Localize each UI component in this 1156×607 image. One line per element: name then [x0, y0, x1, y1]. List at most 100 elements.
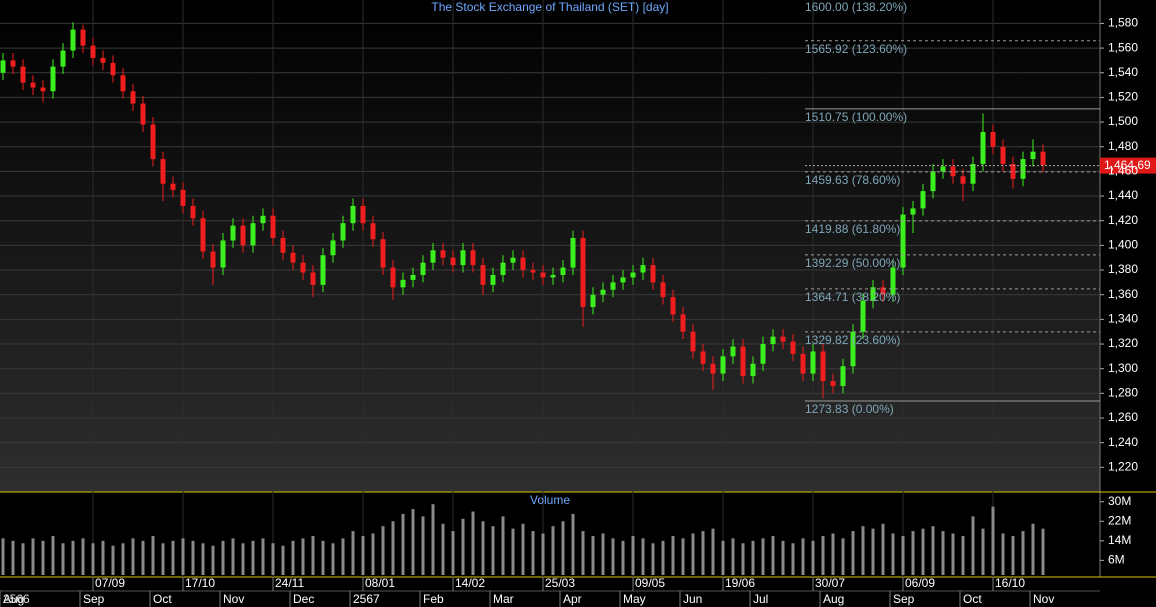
candle-body	[640, 265, 646, 273]
x-tick-label: 30/07	[815, 576, 845, 590]
candle-body	[120, 75, 126, 92]
volume-bar	[501, 516, 505, 575]
candle-body	[180, 189, 186, 206]
volume-bar	[121, 543, 125, 575]
volume-bar	[321, 540, 325, 575]
volume-bar	[691, 533, 695, 575]
volume-bar	[1031, 523, 1035, 575]
volume-bar	[511, 528, 515, 575]
candle-body	[550, 274, 556, 278]
candle-body	[510, 257, 516, 263]
y-tick-label: 1,580	[1108, 16, 1138, 30]
volume-bar	[171, 540, 175, 575]
volume-bar	[611, 538, 615, 575]
candle-body	[840, 366, 846, 386]
candle-body	[970, 164, 976, 184]
x-tick-label: 14/02	[455, 576, 485, 590]
candle-body	[1040, 151, 1046, 166]
volume-bar	[621, 540, 625, 575]
volume-bar	[971, 516, 975, 575]
candle-body	[600, 289, 606, 295]
candle-body	[950, 166, 956, 177]
volume-bar	[181, 538, 185, 575]
volume-bar	[851, 531, 855, 575]
candle-body	[100, 57, 106, 63]
volume-bar	[361, 535, 365, 575]
volume-bar	[901, 535, 905, 575]
volume-bar	[541, 533, 545, 575]
volume-bar	[421, 516, 425, 575]
candle-body	[910, 208, 916, 215]
volume-bar	[461, 518, 465, 575]
volume-bar	[821, 535, 825, 575]
y-tick-label: 1,280	[1108, 386, 1138, 400]
volume-bar	[401, 513, 405, 575]
x-tick-label: 19/06	[725, 576, 755, 590]
volume-bar	[1041, 528, 1045, 575]
y-tick-label: 1,260	[1108, 410, 1138, 424]
volume-bar	[11, 540, 15, 575]
candle-body	[580, 237, 586, 308]
candle-body	[80, 29, 86, 46]
candle-body	[790, 341, 796, 354]
volume-bar	[881, 523, 885, 575]
candle-body	[480, 265, 486, 285]
candle-body	[10, 60, 16, 67]
month-label: Sep	[83, 592, 105, 606]
volume-bar	[861, 526, 865, 575]
candle-body	[570, 237, 576, 268]
volume-tick-label: 14M	[1108, 533, 1131, 547]
volume-bar	[771, 535, 775, 575]
candle-body	[720, 356, 726, 374]
volume-bar	[581, 531, 585, 575]
volume-bar	[941, 531, 945, 575]
volume-bar	[101, 540, 105, 575]
volume-tick-label: 6M	[1108, 553, 1125, 567]
month-label: Aug	[3, 592, 24, 606]
volume-bar	[731, 538, 735, 575]
month-label: Apr	[563, 592, 582, 606]
volume-bar	[111, 545, 115, 575]
volume-bar	[231, 538, 235, 575]
candle-body	[560, 267, 566, 275]
volume-bar	[201, 543, 205, 575]
candle-body	[960, 176, 966, 184]
y-tick-label: 1,520	[1108, 90, 1138, 104]
candle-body	[920, 191, 926, 209]
month-label: Jul	[753, 592, 768, 606]
candle-body	[390, 267, 396, 288]
x-tick-label: 09/05	[635, 576, 665, 590]
volume-bar	[871, 528, 875, 575]
volume-bar	[271, 543, 275, 575]
volume-bar	[311, 535, 315, 575]
candle-body	[290, 252, 296, 263]
candle-body	[140, 103, 146, 125]
volume-bar	[221, 540, 225, 575]
candle-body	[490, 274, 496, 285]
volume-bar	[31, 538, 35, 575]
volume-bar	[431, 504, 435, 575]
candle-body	[540, 272, 546, 278]
month-label: Nov	[223, 592, 244, 606]
candle-body	[530, 270, 536, 273]
volume-bar	[981, 528, 985, 575]
volume-bar	[161, 543, 165, 575]
candle-body	[150, 124, 156, 160]
volume-bar	[141, 540, 145, 575]
volume-bar	[411, 509, 415, 575]
y-tick-label: 1,360	[1108, 287, 1138, 301]
volume-tick-label: 30M	[1108, 494, 1131, 508]
candle-body	[660, 282, 666, 298]
candle-body	[750, 363, 756, 377]
month-label: Aug	[823, 592, 844, 606]
y-tick-label: 1,320	[1108, 336, 1138, 350]
fib-label: 1392.29 (50.00%)	[805, 256, 900, 270]
volume-bar	[341, 538, 345, 575]
volume-tick-label: 22M	[1108, 513, 1131, 527]
candle-body	[190, 205, 196, 219]
y-tick-label: 1,500	[1108, 114, 1138, 128]
candle-body	[160, 159, 166, 184]
volume-bar	[891, 533, 895, 575]
volume-bar	[741, 543, 745, 575]
